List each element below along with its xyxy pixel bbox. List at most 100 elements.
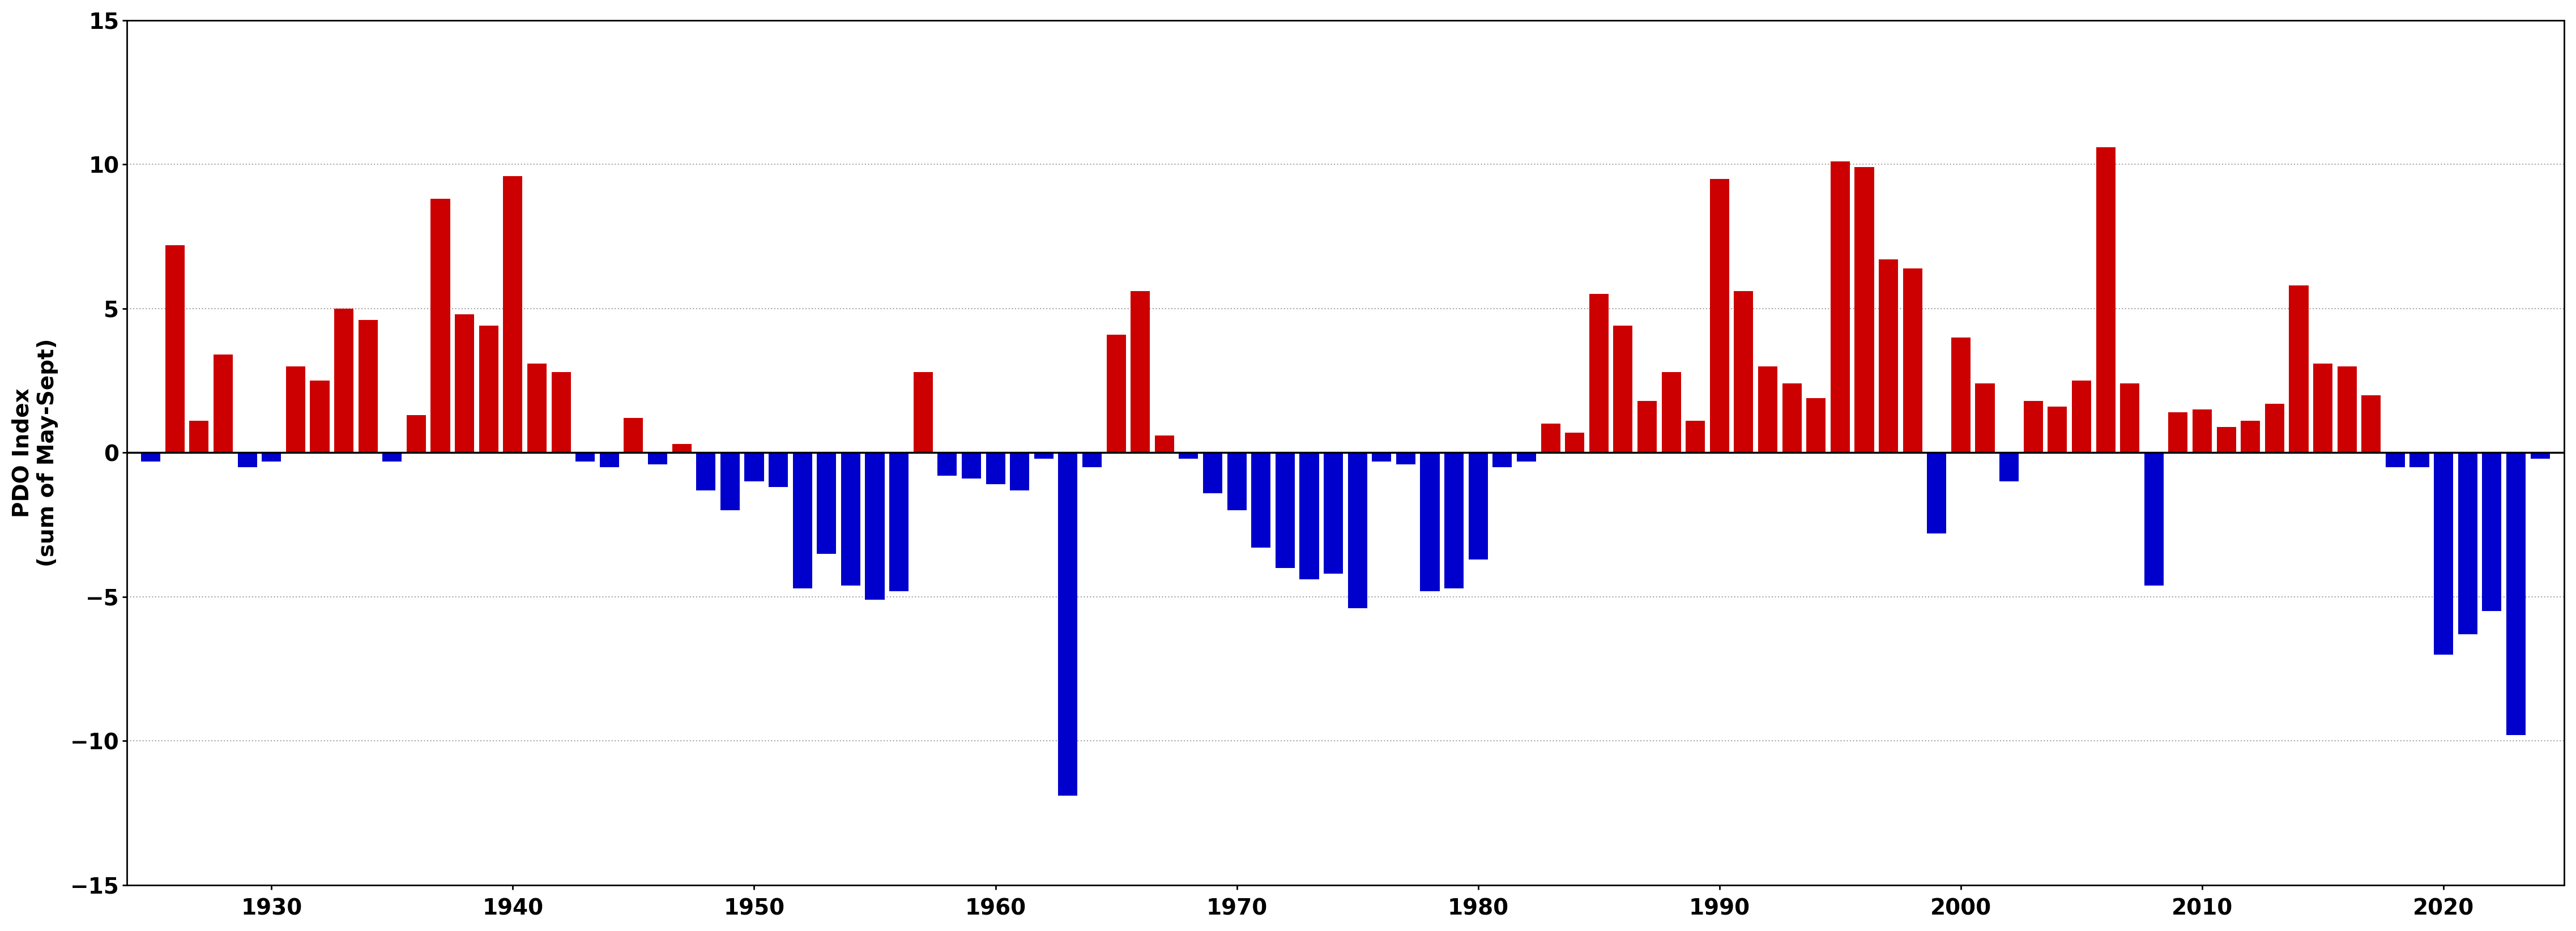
Bar (479, 326, 497, 452)
Bar (2409, 452, 2429, 467)
Bar (1783, 384, 1801, 452)
Bar (623, 418, 644, 452)
Bar (574, 452, 595, 462)
Bar (1154, 436, 1175, 452)
Bar (2169, 412, 2187, 452)
Bar (1950, 337, 1971, 452)
Bar (407, 415, 425, 452)
Bar (2362, 395, 2380, 452)
Bar (1252, 452, 1270, 547)
Bar (1203, 452, 1224, 493)
Bar (2385, 452, 2406, 467)
Bar (430, 199, 451, 452)
Bar (1468, 452, 1489, 560)
Bar (2048, 407, 2066, 452)
Bar (1373, 452, 1391, 462)
Bar (2025, 401, 2043, 452)
Bar (1059, 452, 1077, 796)
Bar (2506, 452, 2524, 735)
Bar (987, 452, 1005, 484)
Bar (165, 245, 185, 452)
Bar (889, 452, 909, 591)
Bar (2097, 147, 2115, 452)
Bar (1710, 179, 1728, 452)
Bar (2120, 384, 2141, 452)
Bar (2336, 366, 2357, 452)
Bar (1419, 452, 1440, 591)
Bar (1347, 452, 1368, 608)
Bar (2434, 452, 2452, 654)
Bar (1131, 291, 1149, 452)
Bar (1999, 452, 2020, 481)
Bar (1324, 452, 1342, 573)
Bar (768, 452, 788, 487)
Bar (1082, 452, 1103, 467)
Bar (2458, 452, 2478, 634)
Bar (2071, 381, 2092, 452)
Bar (2530, 452, 2550, 458)
Bar (866, 452, 884, 600)
Bar (793, 452, 811, 588)
Bar (1806, 398, 1826, 452)
Bar (502, 176, 523, 452)
Bar (721, 452, 739, 510)
Bar (938, 452, 956, 476)
Bar (1298, 452, 1319, 579)
Bar (1855, 168, 1873, 452)
Bar (1033, 452, 1054, 458)
Bar (1566, 433, 1584, 452)
Bar (744, 452, 765, 481)
Bar (2483, 452, 2501, 612)
Bar (1685, 421, 1705, 452)
Bar (1492, 452, 1512, 467)
Bar (1010, 452, 1030, 490)
Bar (2241, 421, 2259, 452)
Bar (817, 452, 837, 554)
Bar (2218, 426, 2236, 452)
Bar (237, 452, 258, 467)
Bar (649, 452, 667, 465)
Bar (1878, 260, 1899, 452)
Bar (1662, 372, 1682, 452)
Bar (358, 320, 379, 452)
Bar (2313, 363, 2331, 452)
Bar (2143, 452, 2164, 586)
Bar (1734, 291, 1754, 452)
Bar (600, 452, 618, 467)
Bar (1976, 384, 1994, 452)
Bar (381, 452, 402, 462)
Bar (1589, 294, 1607, 452)
Bar (1613, 326, 1633, 452)
Bar (840, 452, 860, 586)
Bar (528, 363, 546, 452)
Bar (2264, 404, 2285, 452)
Bar (1832, 162, 1850, 452)
Bar (142, 452, 160, 462)
Bar (309, 381, 330, 452)
Bar (1226, 452, 1247, 510)
Bar (1927, 452, 1947, 533)
Bar (2192, 410, 2213, 452)
Bar (1108, 334, 1126, 452)
Bar (1638, 401, 1656, 452)
Bar (551, 372, 572, 452)
Bar (914, 372, 933, 452)
Bar (1540, 424, 1561, 452)
Bar (961, 452, 981, 479)
Bar (456, 315, 474, 452)
Bar (1396, 452, 1414, 465)
Bar (214, 355, 232, 452)
Bar (1180, 452, 1198, 458)
Bar (2290, 286, 2308, 452)
Bar (1904, 268, 1922, 452)
Bar (286, 366, 304, 452)
Bar (672, 444, 690, 452)
Bar (1445, 452, 1463, 588)
Bar (335, 308, 353, 452)
Bar (1517, 452, 1535, 462)
Bar (263, 452, 281, 462)
Bar (1275, 452, 1296, 568)
Bar (696, 452, 716, 490)
Bar (191, 421, 209, 452)
Bar (1759, 366, 1777, 452)
